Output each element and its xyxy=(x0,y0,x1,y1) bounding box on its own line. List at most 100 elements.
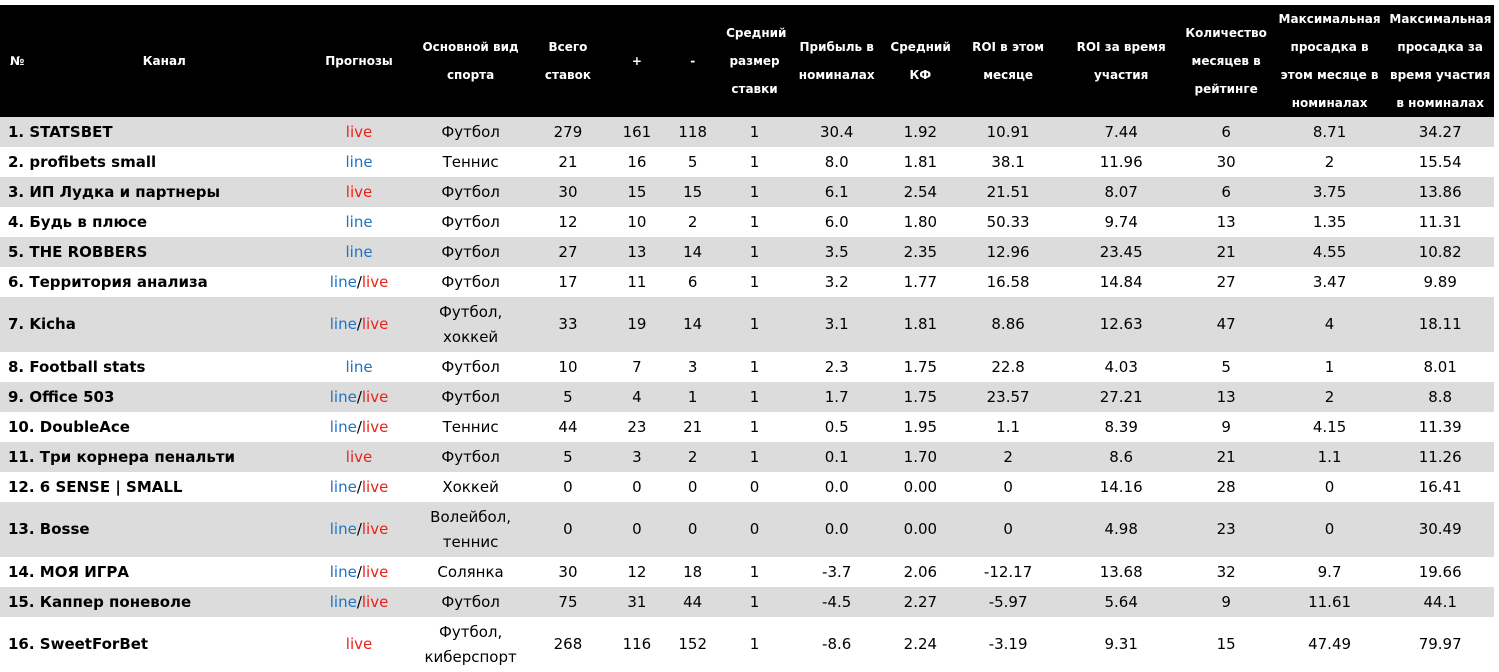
header-channel[interactable]: Канал xyxy=(27,5,302,117)
drawdown-all-cell: 8.8 xyxy=(1386,382,1494,412)
name-cell: 8. Football stats xyxy=(0,352,302,382)
table-row[interactable]: 6. Территория анализа line/live Футбол 17 11… xyxy=(0,267,1494,297)
header-months[interactable]: Количество месяцев в рейтинге xyxy=(1179,5,1273,117)
table-row[interactable]: 5. THE ROBBERS line Футбол 27 13 14 1 3.5 2.35 12… xyxy=(0,237,1494,267)
table-row[interactable]: 9. Office 503 line/live Футбол 5 4 1 1 1.7 1.75 2… xyxy=(0,382,1494,412)
plus-cell: 12 xyxy=(611,557,663,587)
sport-cell: Футбол xyxy=(416,237,525,267)
header-roi-all[interactable]: ROI за время участия xyxy=(1062,5,1180,117)
months-cell: 5 xyxy=(1179,352,1273,382)
table-row[interactable]: 1. STATSBET live Футбол 279 161 118 1 30.4 1.92 1… xyxy=(0,117,1494,147)
table-row[interactable]: 13. Bosse line/live Волейбол, теннис 0 0 0 0 0.… xyxy=(0,502,1494,557)
drawdown-all-cell: 15.54 xyxy=(1386,147,1494,177)
table-row[interactable]: 10. DoubleAce line/live Теннис 44 23 21 1 0.5 1.… xyxy=(0,412,1494,442)
drawdown-all-cell: 9.89 xyxy=(1386,267,1494,297)
forecast-line: line xyxy=(345,357,373,376)
plus-cell: 161 xyxy=(611,117,663,147)
header-minus[interactable]: - xyxy=(662,5,724,117)
months-cell: 9 xyxy=(1179,412,1273,442)
forecast-cell: live xyxy=(301,617,417,672)
forecast-line: line xyxy=(329,477,357,496)
roi-all-cell: 9.31 xyxy=(1062,617,1180,672)
plus-cell: 13 xyxy=(611,237,663,267)
header-total[interactable]: Всего ставок xyxy=(524,5,612,117)
total-bets-cell: 30 xyxy=(524,557,612,587)
roi-all-cell: 27.21 xyxy=(1062,382,1180,412)
drawdown-month-cell: 1 xyxy=(1272,352,1387,382)
name-cell: 16. SweetForBet xyxy=(0,617,302,672)
header-plus[interactable]: + xyxy=(611,5,663,117)
forecast-live: live xyxy=(361,477,389,496)
roi-all-cell: 4.03 xyxy=(1062,352,1180,382)
forecast-cell: line/live xyxy=(301,472,417,502)
avg-stake-cell: 1 xyxy=(723,442,786,472)
roi-month-cell: 23.57 xyxy=(953,382,1063,412)
months-cell: 6 xyxy=(1179,177,1273,207)
avg-stake-cell: 1 xyxy=(723,237,786,267)
plus-cell: 0 xyxy=(611,472,663,502)
roi-all-cell: 8.39 xyxy=(1062,412,1180,442)
roi-all-cell: 8.6 xyxy=(1062,442,1180,472)
sport-cell: Футбол xyxy=(416,117,525,147)
months-cell: 30 xyxy=(1179,147,1273,177)
header-avg-stake[interactable]: Средний размер ставки xyxy=(723,5,786,117)
table-row[interactable]: 11. Три корнера пенальти live Футбол 5 3 2 1 0.… xyxy=(0,442,1494,472)
roi-all-cell: 14.16 xyxy=(1062,472,1180,502)
avg-kf-cell: 1.92 xyxy=(887,117,954,147)
avg-kf-cell: 2.27 xyxy=(887,587,954,617)
avg-kf-cell: 1.80 xyxy=(887,207,954,237)
forecast-cell: line/live xyxy=(301,412,417,442)
profit-cell: -4.5 xyxy=(785,587,888,617)
header-roi-month[interactable]: ROI в этом месяце xyxy=(953,5,1063,117)
forecast-live: live xyxy=(345,447,373,466)
forecast-cell: live xyxy=(301,117,417,147)
table-row[interactable]: 16. SweetForBet live Футбол, киберспорт 268… xyxy=(0,617,1494,672)
name-cell: 12. 6 SENSE | SMALL xyxy=(0,472,302,502)
profit-cell: 6.1 xyxy=(785,177,888,207)
total-bets-cell: 27 xyxy=(524,237,612,267)
name-cell: 3. ИП Лудка и партнеры xyxy=(0,177,302,207)
table-header-row: № Канал Прогнозы Основной вид спорта Все… xyxy=(0,5,1494,117)
table-row[interactable]: 7. Kicha line/live Футбол, хоккей 33 19 14 1 3.… xyxy=(0,297,1494,352)
table-row[interactable]: 14. МОЯ ИГРА line/live Солянка 30 12 18 1 -3.7 2… xyxy=(0,557,1494,587)
roi-all-cell: 23.45 xyxy=(1062,237,1180,267)
sport-cell: Хоккей xyxy=(416,472,525,502)
sport-cell: Футбол xyxy=(416,177,525,207)
table-row[interactable]: 12. 6 SENSE | SMALL line/live Хоккей 0 0 0 0 0.… xyxy=(0,472,1494,502)
roi-month-cell: 1.1 xyxy=(953,412,1063,442)
forecast-line: line xyxy=(345,212,373,231)
months-cell: 21 xyxy=(1179,442,1273,472)
rating-table: № Канал Прогнозы Основной вид спорта Все… xyxy=(0,5,1494,672)
header-drawdown-month[interactable]: Максимальная просадка в этом месяце в но… xyxy=(1272,5,1387,117)
minus-cell: 3 xyxy=(662,352,724,382)
header-forecasts[interactable]: Прогнозы xyxy=(301,5,417,117)
table-row[interactable]: 2. profibets small line Теннис 21 16 5 1 8.0 1.8… xyxy=(0,147,1494,177)
drawdown-all-cell: 34.27 xyxy=(1386,117,1494,147)
header-profit[interactable]: Прибыль в номиналах xyxy=(785,5,888,117)
table-row[interactable]: 15. Каппер поневоле line/live Футбол 75 31 44… xyxy=(0,587,1494,617)
drawdown-month-cell: 2 xyxy=(1272,147,1387,177)
months-cell: 21 xyxy=(1179,237,1273,267)
table-row[interactable]: 4. Будь в плюсе line Футбол 12 10 2 1 6.0 1.80 50… xyxy=(0,207,1494,237)
header-sport[interactable]: Основной вид спорта xyxy=(416,5,525,117)
drawdown-month-cell: 0 xyxy=(1272,502,1387,557)
forecast-cell: line xyxy=(301,237,417,267)
drawdown-all-cell: 11.31 xyxy=(1386,207,1494,237)
table-row[interactable]: 3. ИП Лудка и партнеры live Футбол 30 15 15 1 6… xyxy=(0,177,1494,207)
forecast-cell: line xyxy=(301,147,417,177)
name-cell: 5. THE ROBBERS xyxy=(0,237,302,267)
header-num[interactable]: № xyxy=(0,5,28,117)
roi-all-cell: 9.74 xyxy=(1062,207,1180,237)
sport-cell: Футбол xyxy=(416,352,525,382)
forecast-cell: line xyxy=(301,207,417,237)
sport-cell: Футбол, киберспорт xyxy=(416,617,525,672)
plus-cell: 116 xyxy=(611,617,663,672)
header-avg-kf[interactable]: Средний КФ xyxy=(887,5,954,117)
name-cell: 2. profibets small xyxy=(0,147,302,177)
table-row[interactable]: 8. Football stats line Футбол 10 7 3 1 2.3 1.75 2… xyxy=(0,352,1494,382)
minus-cell: 14 xyxy=(662,237,724,267)
roi-all-cell: 14.84 xyxy=(1062,267,1180,297)
header-drawdown-all[interactable]: Максимальная просадка за время участия в… xyxy=(1386,5,1494,117)
months-cell: 9 xyxy=(1179,587,1273,617)
forecast-cell: line/live xyxy=(301,557,417,587)
